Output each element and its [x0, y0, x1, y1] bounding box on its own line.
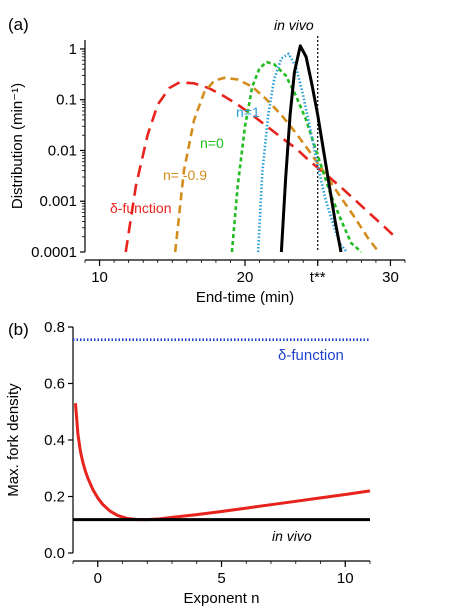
label-n-minus-0-9: n= -0.9	[163, 167, 207, 183]
panel-b-series	[73, 338, 371, 522]
panel-a-series-line	[279, 44, 343, 253]
panel-a-series	[124, 36, 396, 253]
panel-b-y-axis-label: Max. fork density	[5, 383, 22, 497]
panel-b: (b) 0.0 0.2 0.4 0.6 0.8 0 5 10 Exponent n Max. fo…	[5, 319, 371, 607]
panel-b-x-tick-label: 10	[337, 570, 354, 587]
panel-a-y-tick-label: 0.001	[39, 193, 77, 210]
panel-a-label: (a)	[8, 15, 29, 34]
label-in-vivo-a: in vivo	[274, 17, 314, 33]
label-delta-function: δ-function	[110, 200, 172, 216]
panel-a-y-axis-label: Distribution (min⁻¹)	[9, 83, 26, 209]
panel-b-series-line	[73, 403, 371, 522]
panel-b-y-tick-label: 0.8	[44, 319, 65, 336]
panel-a-series-line	[124, 81, 396, 253]
panel-a-y-tick-label: 0.1	[56, 92, 77, 109]
panel-a-x-axis-label: End-time (min)	[196, 289, 294, 306]
panel-a-series-line	[173, 76, 380, 253]
panel-b-x-tick-label: 0	[94, 570, 102, 587]
panel-b-x-tick-label: 5	[217, 570, 225, 587]
panel-b-x-axis-label: Exponent n	[184, 590, 260, 607]
panel-b-label: (b)	[8, 320, 29, 339]
panel-a-x-tick-label: 10	[91, 269, 108, 286]
label-delta-function-b: δ-function	[278, 347, 344, 364]
panel-a-axes: 0.0001 0.001 0.01 0.1 1 10 20 t** 30 End-time (mi…	[9, 40, 406, 306]
label-n-0: n=0	[200, 135, 224, 151]
panel-a: (a) 0.0001 0.001 0.01 0.1 1 10 20 t** 30 End-time…	[8, 15, 406, 306]
panel-b-y-tick-label: 0.6	[44, 376, 65, 393]
panel-a-plot-area	[85, 42, 405, 252]
panel-a-y-tick-label: 0.01	[48, 142, 77, 159]
panel-b-axes: 0.0 0.2 0.4 0.6 0.8 0 5 10 Exponent n Max. fork d…	[5, 319, 371, 607]
panel-a-y-tick-label: 0.0001	[31, 244, 77, 261]
label-n-1: n=1	[236, 104, 260, 120]
label-in-vivo-b: in vivo	[272, 528, 312, 544]
panel-a-x-tick-label: t**	[310, 269, 326, 286]
panel-b-y-tick-label: 0.0	[44, 545, 65, 562]
panel-a-series-line	[230, 60, 363, 253]
panel-a-y-tick-label: 1	[69, 41, 77, 58]
panel-b-y-tick-label: 0.2	[44, 489, 65, 506]
panel-b-y-tick-label: 0.4	[44, 432, 65, 449]
panel-a-x-tick-label: 20	[237, 269, 254, 286]
panel-a-x-tick-label: 30	[382, 269, 399, 286]
